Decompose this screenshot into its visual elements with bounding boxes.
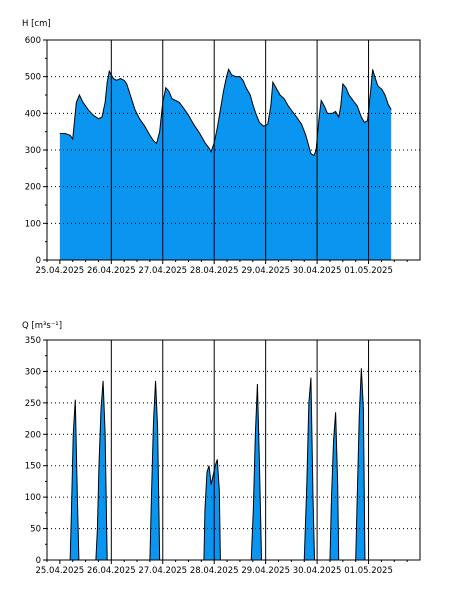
water-level-chart: H [cm] 0 100 200 300 400 500 600 25.04.2025 26.0… [22, 19, 421, 276]
water-level-x-tick-label: 30.04.2025 [293, 266, 342, 276]
discharge-y-tick-label: 50 [30, 525, 41, 535]
discharge-y-tick-label: 200 [25, 430, 41, 440]
discharge-chart: Q [m³s⁻¹] 0 50 100 150 200 250 300 350 25.04.202… [22, 321, 421, 576]
water-level-y-tick-label: 200 [25, 183, 41, 193]
discharge-y-axis-title: Q [m³s⁻¹] [22, 321, 62, 331]
water-level-x-tick-label: 25.04.2025 [36, 266, 85, 276]
water-level-area [59, 69, 392, 260]
discharge-y-tick-label: 300 [25, 367, 41, 377]
discharge-y-tick-label: 250 [25, 399, 41, 409]
discharge-x-tick-label: 26.04.2025 [87, 566, 136, 576]
discharge-area [59, 368, 392, 560]
discharge-y-tick-label: 150 [25, 462, 41, 472]
water-level-y-tick-label: 400 [25, 109, 41, 119]
water-level-y-tick-label: 300 [25, 146, 41, 156]
discharge-x-tick-label: 29.04.2025 [241, 566, 290, 576]
water-level-x-tick-label: 01.05.2025 [344, 266, 393, 276]
water-level-y-tick-label: 0 [36, 256, 41, 266]
discharge-x-tick-label: 28.04.2025 [190, 566, 239, 576]
water-level-y-tick-label: 600 [25, 36, 41, 46]
discharge-x-tick-label: 25.04.2025 [36, 566, 85, 576]
water-level-y-tick-label: 500 [25, 73, 41, 83]
discharge-y-tick-label: 100 [25, 493, 41, 503]
discharge-line [59, 368, 392, 561]
water-level-plot-frame [46, 39, 421, 261]
discharge-plot-frame [46, 339, 421, 561]
discharge-x-tick-label: 01.05.2025 [344, 566, 393, 576]
water-level-x-tick-label: 29.04.2025 [241, 266, 290, 276]
discharge-x-tick-label: 27.04.2025 [138, 566, 187, 576]
discharge-y-tick-label: 350 [25, 336, 41, 346]
water-level-x-tick-label: 26.04.2025 [87, 266, 136, 276]
discharge-y-tick-label: 0 [36, 556, 41, 566]
water-level-y-tick-label: 100 [25, 219, 41, 229]
water-level-x-tick-label: 28.04.2025 [190, 266, 239, 276]
water-level-y-axis-title: H [cm] [22, 19, 51, 29]
discharge-x-tick-label: 30.04.2025 [293, 566, 342, 576]
water-level-x-tick-label: 27.04.2025 [138, 266, 187, 276]
